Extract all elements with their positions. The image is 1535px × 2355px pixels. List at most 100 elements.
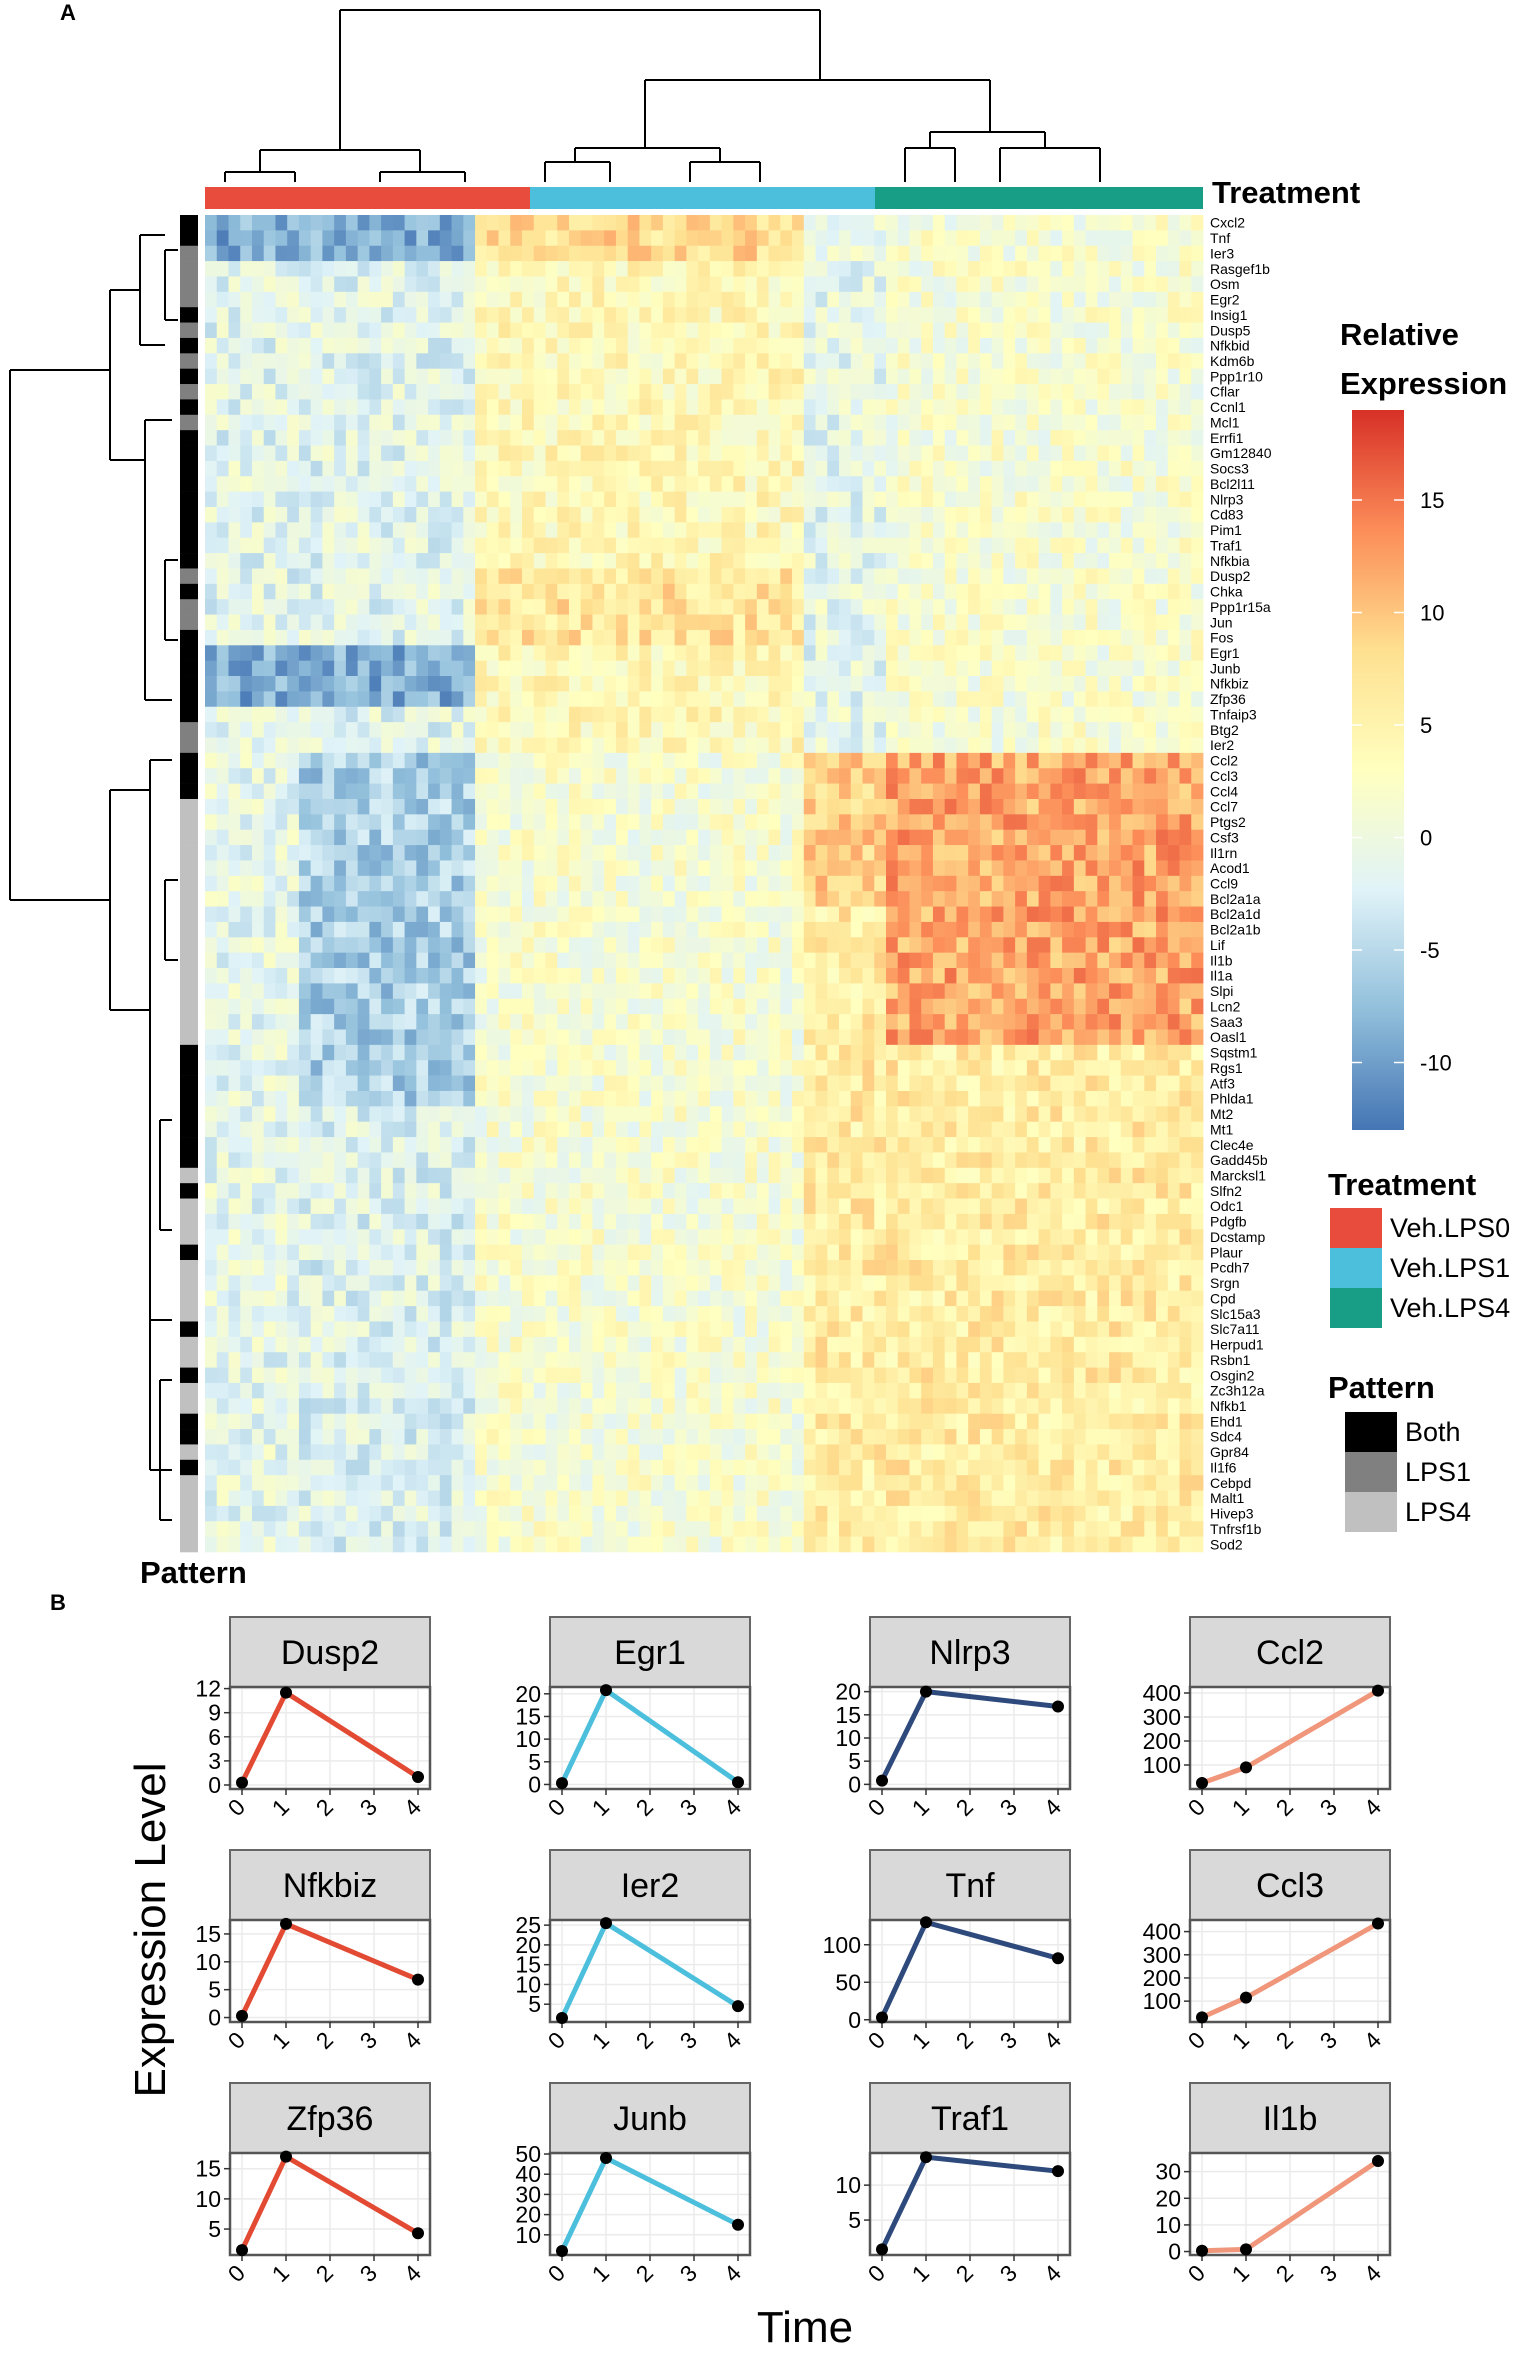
heatmap-cell [451,1075,464,1092]
heatmap-cell [205,937,218,953]
heatmap-cell [615,845,629,861]
heatmap-cell [545,860,558,877]
heatmap-cell [921,752,934,769]
heatmap-cell [498,891,511,907]
heatmap-cell [1109,783,1122,800]
heatmap-cell [1062,506,1075,523]
heatmap-cell [897,215,910,231]
heatmap-cell [756,891,769,907]
pattern-cell [180,1290,198,1307]
pattern-cell [180,1260,198,1276]
heatmap-cell [662,537,676,554]
heatmap-cell [839,1029,852,1046]
heatmap-cell [510,522,523,539]
heatmap-cell [310,860,323,877]
heatmap-cell [240,752,253,769]
heatmap-cell [745,261,758,277]
heatmap-cell [944,1075,957,1092]
heatmap-cell [1179,568,1192,585]
heatmap-cell [1015,460,1028,477]
heatmap-cell [627,399,640,416]
heatmap-cell [627,476,640,492]
heatmap-cell [709,998,723,1015]
heatmap-cell [651,384,664,400]
heatmap-cell [334,952,347,969]
heatmap-cell [1132,752,1145,769]
heatmap-cell [709,414,723,431]
heatmap-cell [475,583,488,600]
heatmap-cell [522,860,535,877]
heatmap-cell [792,983,805,1000]
heatmap-cell [345,798,359,815]
heatmap-cell [862,983,875,1000]
heatmap-cell [674,353,687,369]
heatmap-cell [298,537,312,554]
heatmap-cell [392,261,405,277]
heatmap-cell [1167,814,1180,831]
heatmap-cell [745,230,758,247]
heatmap-cell [592,445,605,462]
heatmap-cell [533,384,546,400]
heatmap-cell [1073,215,1086,231]
heatmap-cell [1167,353,1180,369]
heatmap-cell [381,752,394,769]
heatmap-cell [686,230,699,247]
heatmap-cell [862,1060,875,1076]
heatmap-cell [392,1029,405,1046]
heatmap-cell [263,737,276,754]
heatmap-cell [721,937,734,953]
heatmap-cell [1179,307,1192,323]
heatmap-cell [1003,368,1016,385]
heatmap-cell [874,1014,887,1030]
heatmap-cell [381,215,394,231]
heatmap-cell [639,798,652,815]
heatmap-cell [674,676,687,692]
heatmap-cell [510,660,523,677]
heatmap-cell [251,783,265,800]
heatmap-cell [205,583,218,600]
heatmap-cell [627,629,640,646]
heatmap-cell [721,614,734,631]
heatmap-cell [1097,537,1110,554]
heatmap-cell [709,307,723,323]
heatmap-cell [780,737,793,754]
heatmap-cell [475,353,488,369]
heatmap-cell [498,322,511,339]
heatmap-cell [486,706,499,723]
heatmap-cell [557,506,570,523]
heatmap-cell [991,1014,1004,1030]
heatmap-cell [827,676,840,692]
heatmap-cell [475,875,488,892]
heatmap-cell [369,553,382,569]
heatmap-cell [1038,399,1051,416]
heatmap-cell [1026,814,1040,831]
heatmap-cell [369,891,382,907]
heatmap-cell [392,583,405,600]
heatmap-cell [345,783,359,800]
heatmap-cell [674,276,687,293]
heatmap-cell [921,230,934,247]
heatmap-cell [897,752,910,769]
heatmap-cell [909,583,922,600]
heatmap-cell [275,368,288,385]
heatmap-cell [1097,414,1110,431]
heatmap-cell [428,829,441,846]
heatmap-cell [1144,737,1157,754]
heatmap-cell [874,829,887,846]
heatmap-cell [897,399,910,416]
heatmap-cell [803,261,816,277]
heatmap-cell [287,706,300,723]
heatmap-cell [1144,706,1157,723]
heatmap-cell [228,414,241,431]
heatmap-cell [1085,1029,1098,1046]
heatmap-cell [792,537,805,554]
heatmap-cell [557,399,570,416]
heatmap-cell [1156,691,1169,708]
heatmap-cell [604,1090,617,1107]
heatmap-cell [428,230,441,247]
heatmap-cell [1026,875,1040,892]
heatmap-cell [205,276,218,293]
heatmap-cell [1003,430,1016,446]
heatmap-cell [557,629,570,646]
heatmap-cell [944,1029,957,1046]
